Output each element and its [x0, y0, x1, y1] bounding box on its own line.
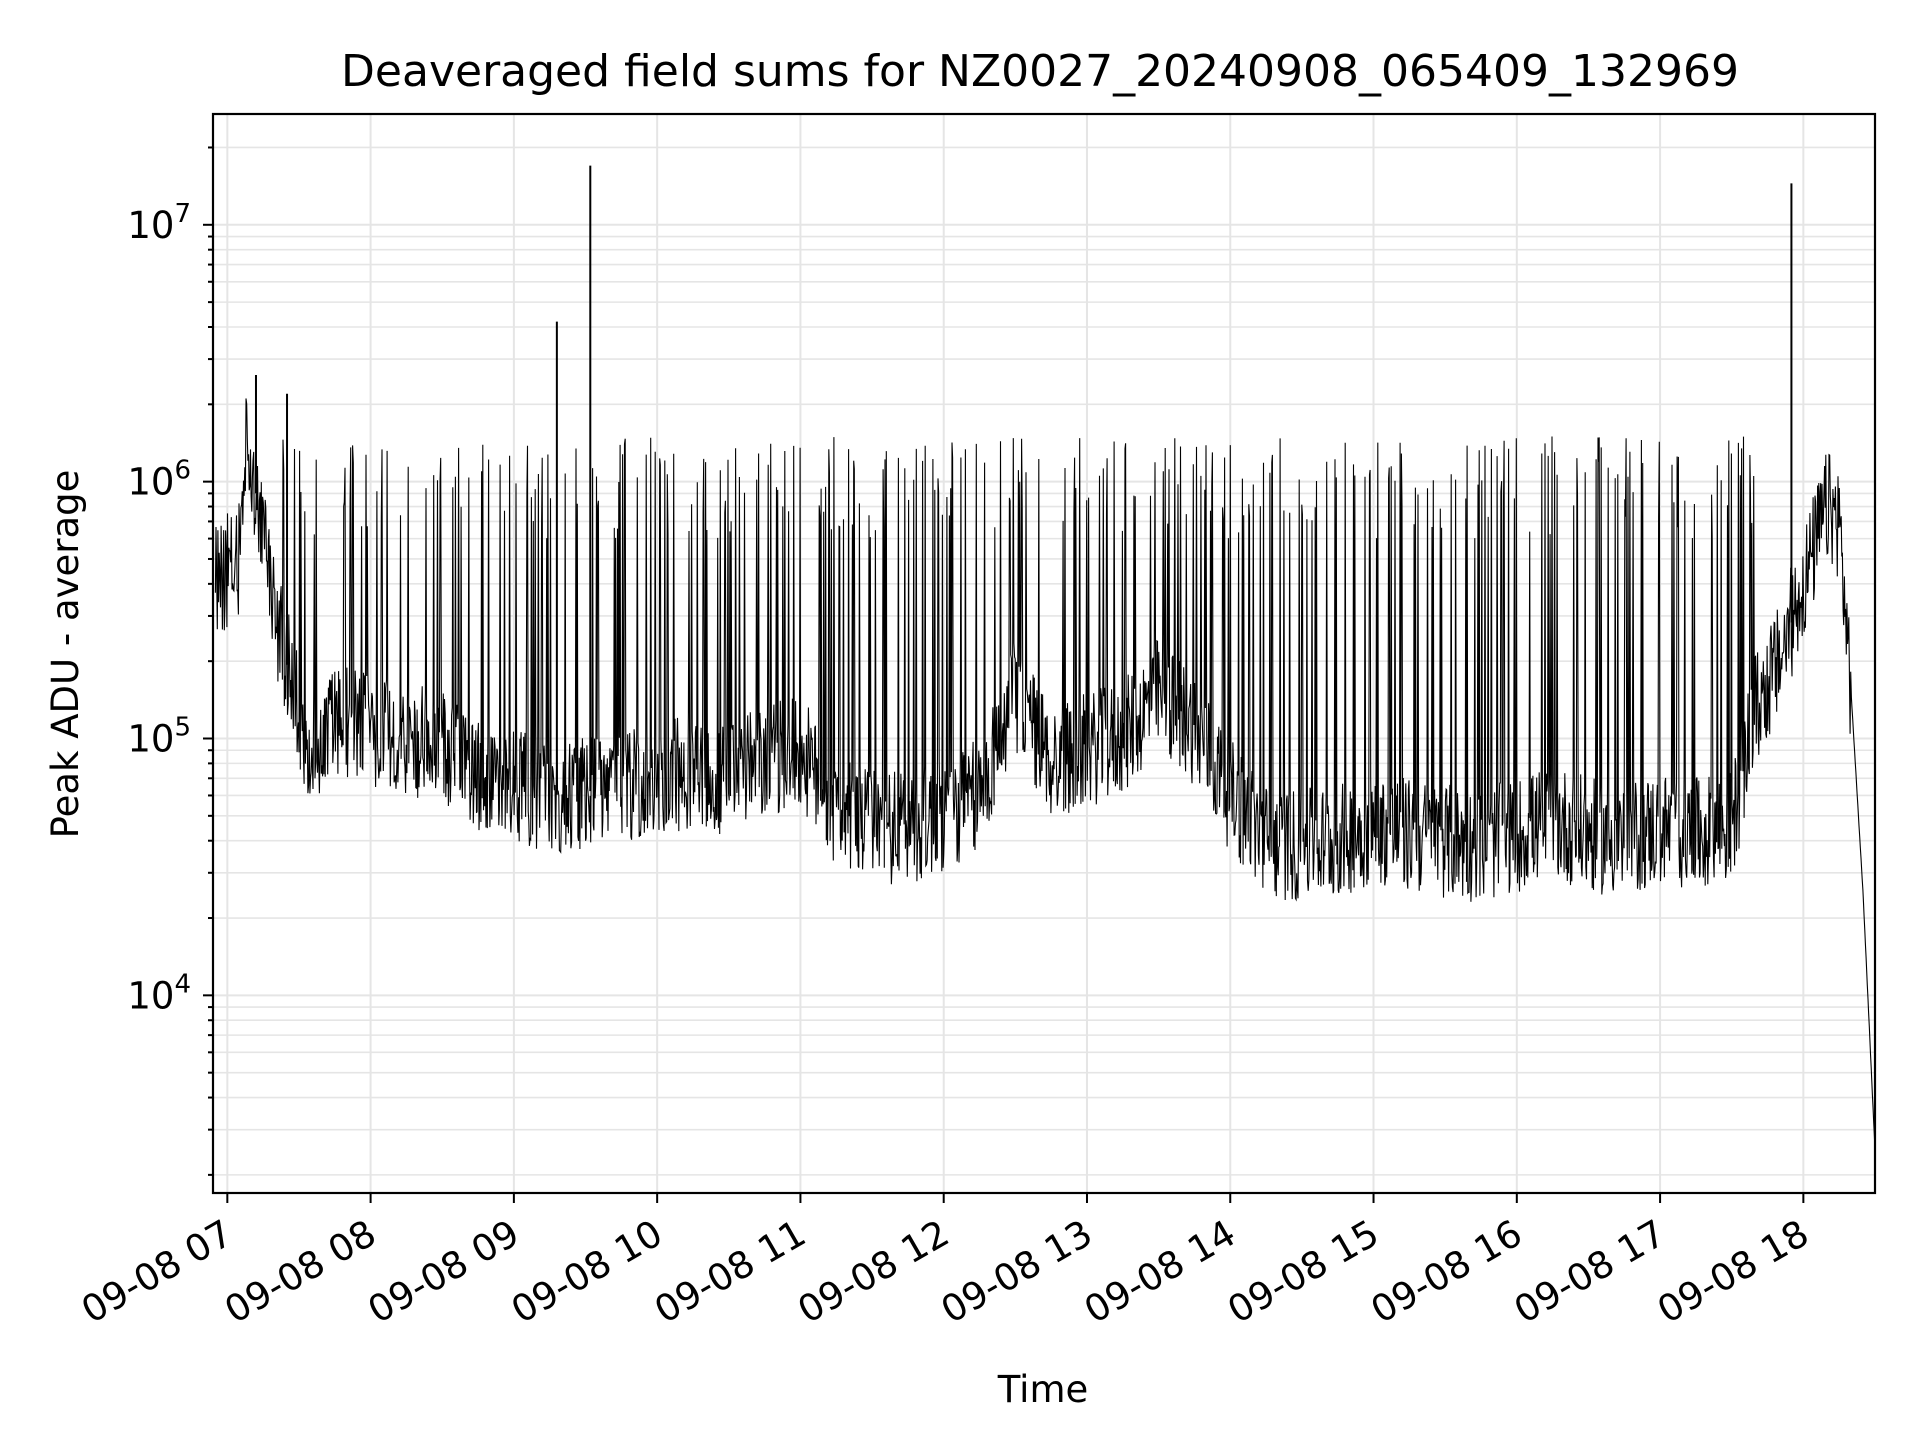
x-tick-label: 09-08 11: [647, 1212, 813, 1332]
data-layer: [214, 165, 1876, 1151]
y-tick-label: 104: [127, 969, 191, 1017]
x-axis-label: Time: [997, 1368, 1089, 1411]
x-tick-label: 09-08 10: [504, 1212, 670, 1332]
y-tick-label: 107: [127, 199, 191, 247]
x-tick-label: 09-08 16: [1364, 1212, 1530, 1332]
y-tick-label: 105: [127, 712, 191, 760]
x-tick-label: 09-08 14: [1077, 1212, 1243, 1332]
x-tick-label: 09-08 18: [1650, 1212, 1816, 1332]
x-tick-label: 09-08 15: [1220, 1212, 1386, 1332]
x-tick-label: 09-08 07: [74, 1212, 240, 1332]
y-axis: 104 105 106 107: [127, 146, 213, 1176]
x-tick-label: 09-08 17: [1507, 1212, 1673, 1332]
y-tick-label: 106: [127, 456, 191, 504]
grid: [213, 114, 1875, 1193]
x-tick-label: 09-08 08: [218, 1212, 384, 1332]
x-tick-label: 09-08 13: [934, 1212, 1100, 1332]
chart-title: Deaveraged field sums for NZ0027_2024090…: [341, 46, 1739, 97]
x-tick-label: 09-08 12: [791, 1212, 957, 1332]
x-tick-label: 09-08 09: [361, 1212, 527, 1332]
y-axis-label: Peak ADU - average: [44, 470, 87, 839]
plot-frame: [211, 112, 1877, 1195]
series-line: [214, 398, 1876, 1151]
